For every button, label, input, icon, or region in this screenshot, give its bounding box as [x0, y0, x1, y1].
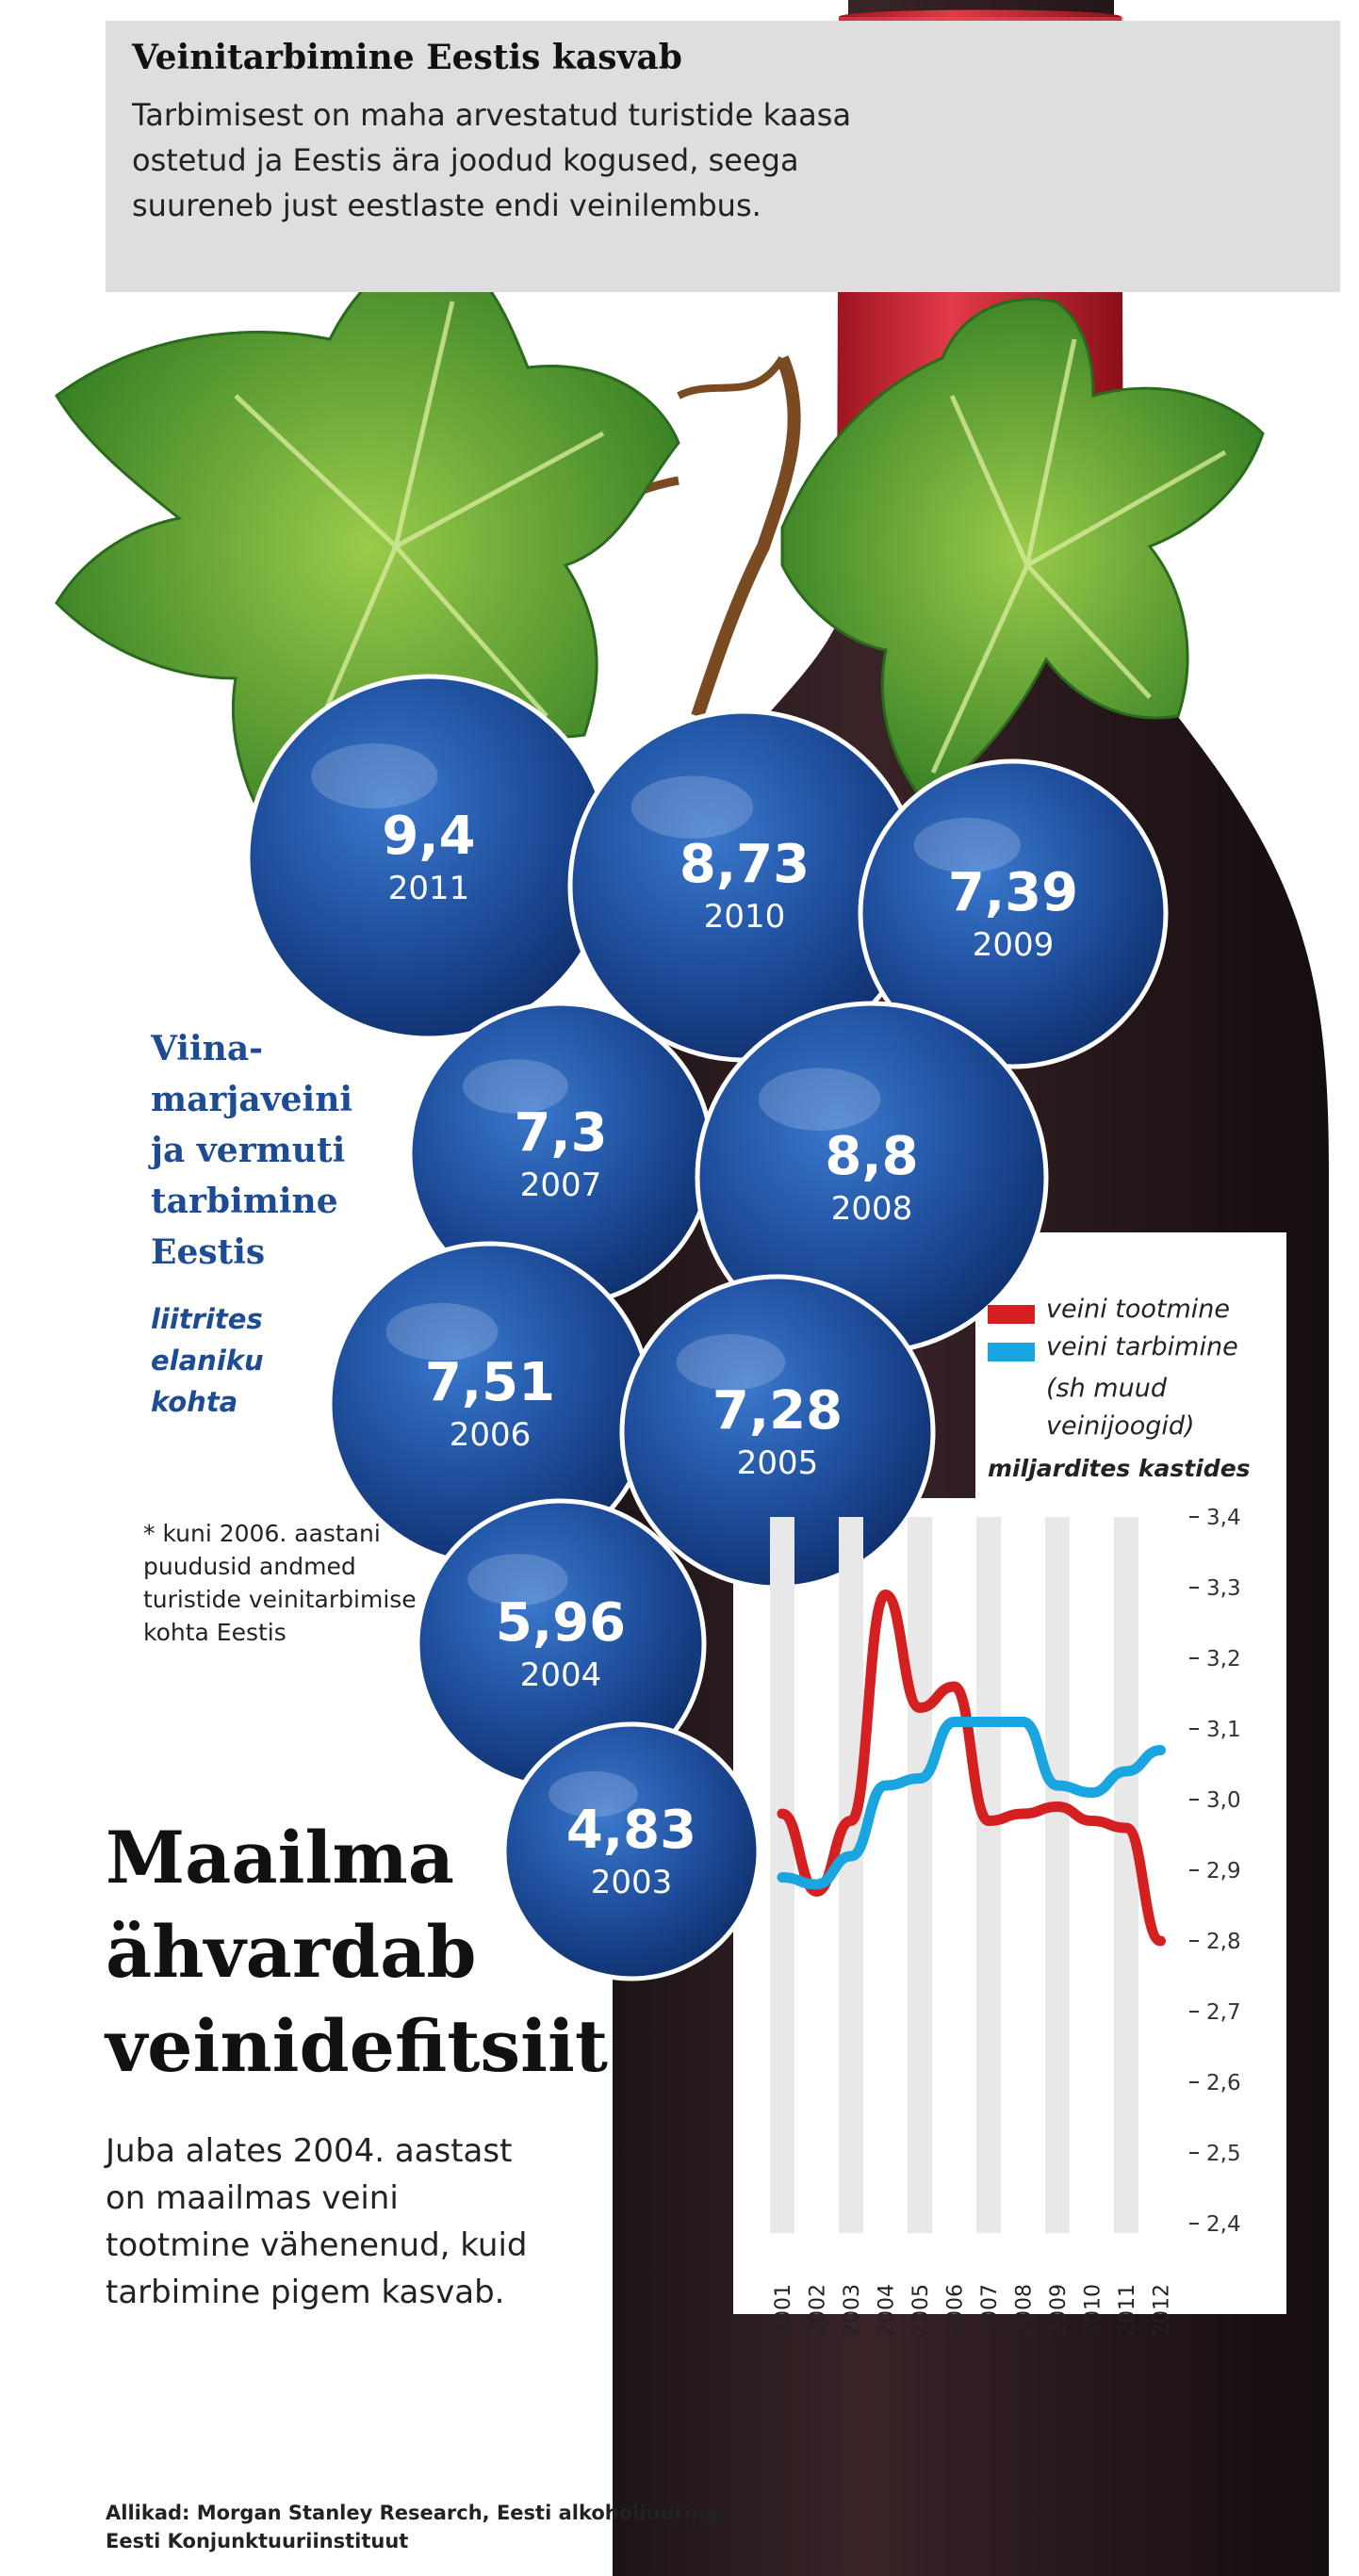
x-tick-label: 2002 — [807, 2284, 830, 2337]
column-band-2007 — [976, 1517, 1001, 2233]
x-tick-label: 2008 — [1013, 2284, 1037, 2337]
grape-year-2004: 2004 — [520, 1656, 602, 1694]
grape-value-2005: 7,28 — [712, 1380, 843, 1442]
grape-value-2006: 7,51 — [425, 1352, 555, 1413]
grape-value-2008: 8,8 — [825, 1126, 918, 1187]
x-tick-label: 2009 — [1047, 2284, 1071, 2337]
grape-year-2008: 2008 — [831, 1190, 913, 1228]
footnote: * kuni 2006. aastani puudusid andmed tur… — [143, 1520, 417, 1646]
chart-unit: miljardites kastides — [988, 1455, 1251, 1482]
x-tick-label: 2011 — [1116, 2284, 1139, 2337]
y-tick-label: 2,7 — [1206, 2000, 1241, 2025]
x-tick-label: 2006 — [944, 2284, 968, 2337]
column-band-2009 — [1045, 1517, 1070, 2233]
legend-consumption-note: (sh muud veinijoogid) — [1046, 1374, 1195, 1441]
series-line-consumption — [777, 1716, 1166, 1890]
y-tick-label: 2,6 — [1206, 2071, 1241, 2095]
grape-chart-unit: liitrites elaniku kohta — [151, 1303, 264, 1418]
y-tick-label: 3,1 — [1206, 1718, 1241, 1742]
y-tick-label: 3,3 — [1206, 1576, 1241, 1601]
series-line-production — [777, 1589, 1166, 1947]
header-text: Tarbimisest on maha arvestatud turistide… — [132, 97, 852, 223]
grape-value-2010: 8,73 — [680, 834, 810, 895]
x-tick-label: 2005 — [909, 2284, 933, 2337]
y-tick-label: 3,0 — [1206, 1788, 1241, 1813]
header-title: Veinitarbimine Eestis kasvab — [132, 38, 682, 77]
x-tick-label: 2012 — [1151, 2284, 1174, 2337]
y-tick-label: 3,4 — [1206, 1506, 1241, 1530]
grape-year-2009: 2009 — [973, 926, 1055, 964]
column-band-2003 — [839, 1517, 863, 2233]
grape-chart-title: Viina-marjaveini ja vermuti tarbimine Ee… — [151, 1029, 353, 1272]
y-tick-label: 3,2 — [1206, 1647, 1241, 1671]
column-band-2005 — [908, 1517, 932, 2233]
legend-swatch-consumption — [988, 1343, 1035, 1361]
main-title: Maailma ähvardab veinidefitsiit — [106, 1816, 609, 2088]
grape-value-2009: 7,39 — [948, 862, 1078, 923]
grape-year-2010: 2010 — [704, 898, 786, 936]
grape-year-2006: 2006 — [450, 1416, 532, 1454]
column-band-2011 — [1114, 1517, 1138, 2233]
grape-year-2007: 2007 — [520, 1166, 602, 1204]
header-box — [106, 21, 1340, 292]
grape-year-2011: 2011 — [388, 870, 470, 907]
y-tick-label: 2,5 — [1206, 2142, 1241, 2166]
legend-production: veini tootmine — [1046, 1295, 1231, 1324]
x-tick-label: 2003 — [841, 2284, 864, 2337]
grape-year-2005: 2005 — [737, 1444, 819, 1482]
x-tick-label: 2010 — [1082, 2284, 1105, 2337]
sources: Allikad: Morgan Stanley Research, Eesti … — [106, 2502, 727, 2552]
x-tick-label: 2001 — [772, 2284, 795, 2337]
main-text: Juba alates 2004. aastast on maailmas ve… — [106, 2132, 528, 2311]
x-tick-label: 2007 — [978, 2284, 1002, 2337]
grape-value-2007: 7,3 — [514, 1102, 607, 1164]
grape-value-2003: 4,83 — [566, 1800, 696, 1861]
y-tick-label: 2,4 — [1206, 2212, 1241, 2237]
legend-consumption: veini tarbimine — [1046, 1332, 1238, 1361]
grape-value-2011: 9,4 — [382, 806, 475, 867]
x-tick-label: 2004 — [876, 2284, 899, 2337]
vine-stem — [691, 355, 801, 719]
legend-swatch-production — [988, 1305, 1035, 1324]
y-tick-label: 2,8 — [1206, 1930, 1241, 1954]
y-tick-label: 2,9 — [1206, 1859, 1241, 1883]
grape-value-2004: 5,96 — [496, 1592, 626, 1654]
grape-year-2003: 2003 — [591, 1864, 673, 1901]
